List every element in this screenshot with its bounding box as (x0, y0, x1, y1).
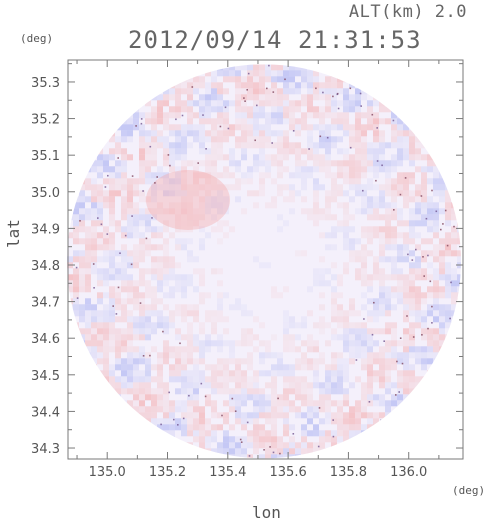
x-tick-label: 135.4 (209, 465, 246, 480)
altitude-label: ALT(km) 2.0 (348, 2, 467, 22)
positive-patch (146, 170, 230, 230)
x-axis-label: lon (252, 503, 281, 522)
x-tick-label: 135.6 (270, 465, 307, 480)
y-axis-unit: (deg) (20, 32, 54, 45)
y-tick-label: 34.4 (31, 405, 60, 420)
y-tick-label: 34.6 (31, 332, 60, 347)
timestamp-title: 2012/09/14 21:31:53 (128, 26, 422, 54)
y-tick-label: 35.0 (31, 186, 60, 201)
y-tick-label: 35.3 (31, 76, 60, 91)
y-tick-label: 34.3 (31, 442, 60, 457)
plot-border (67, 59, 464, 460)
y-tick-label: 34.7 (31, 296, 60, 311)
x-axis-ticks: 135.0 135.2 135.4 135.6 135.8 136.0 (76, 60, 440, 480)
x-tick-label: 135.2 (149, 465, 186, 480)
y-tick-label: 35.2 (31, 113, 60, 128)
y-tick-label: 34.8 (31, 259, 60, 274)
heatmap-field (66, 64, 461, 459)
x-tick-label: 135.0 (89, 465, 126, 480)
heatmap-speckles (75, 64, 455, 457)
x-tick-label: 136.0 (390, 465, 427, 480)
x-axis-unit: (deg) (452, 484, 486, 497)
plot-frame (67, 59, 464, 460)
x-tick-label: 135.8 (330, 465, 367, 480)
y-axis-ticks: 34.3 34.4 34.5 34.6 34.7 34.8 34.9 35.0 35.1 35.2… (31, 63, 463, 457)
y-tick-label: 35.1 (31, 149, 60, 164)
y-tick-label: 34.5 (31, 369, 60, 384)
y-tick-label: 34.9 (31, 222, 60, 237)
heatmap-cells (67, 64, 461, 459)
